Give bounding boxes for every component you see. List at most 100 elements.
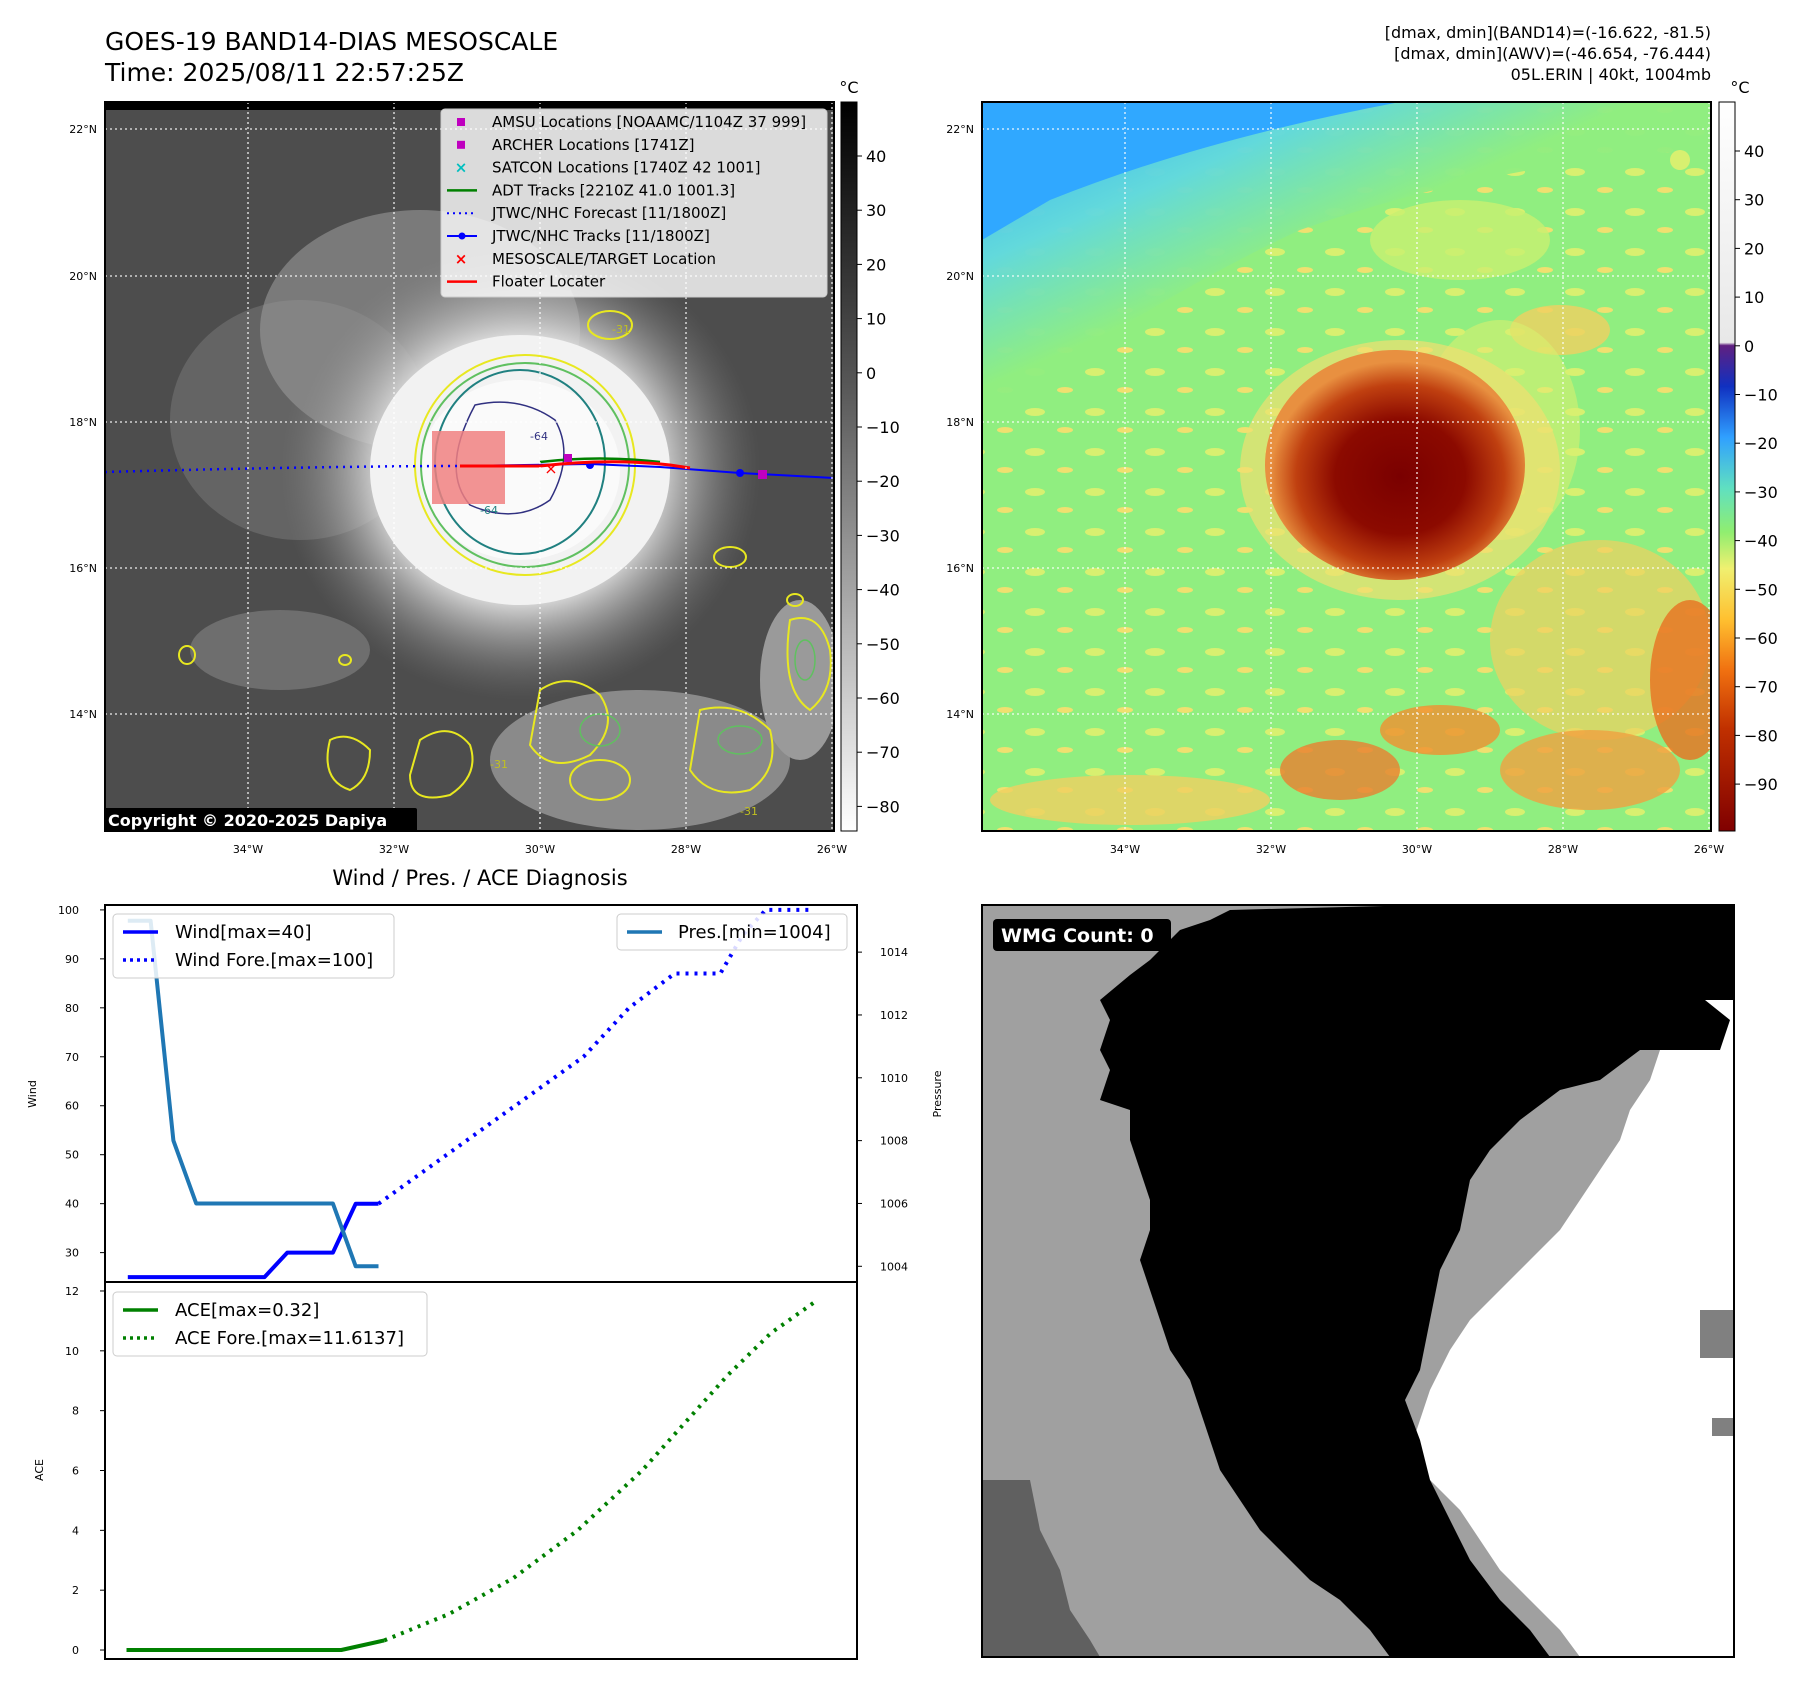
dmax-band14: [dmax, dmin](BAND14)=(-16.622, -81.5) — [1385, 23, 1711, 42]
lat-label: 18°N — [946, 416, 974, 429]
jtwc-forecast-track — [105, 464, 461, 474]
storm-core — [1265, 350, 1525, 580]
lon-label: 34°W — [233, 843, 263, 856]
y-tick-label: 70 — [65, 1051, 79, 1064]
wmg-black-region — [1100, 905, 1734, 1657]
y-tick-label: 6 — [72, 1465, 79, 1478]
colorbar-tick-label: 0 — [866, 364, 876, 383]
map-legend-label: AMSU Locations [NOAAMC/1104Z 37 999] — [492, 113, 806, 131]
legend-marker-square — [457, 118, 465, 126]
lon-label: 26°W — [817, 843, 847, 856]
y-tick-label: 0 — [72, 1644, 79, 1657]
y-tick-label: 4 — [72, 1524, 79, 1537]
colorbar-tick-label: −20 — [1744, 434, 1778, 453]
legend-ace-fore: ACE Fore.[max=11.6137] — [175, 1328, 404, 1349]
wind-pressure-chart: 30 40 50 60 70 80 90 100 1004 1006 1008 1010 1012 101… — [26, 904, 944, 1283]
colorbar-tick-label: −50 — [866, 635, 900, 654]
series-line — [127, 1201, 379, 1280]
colorbar-tick-label: −10 — [1744, 386, 1778, 405]
y-tick-label: 90 — [65, 953, 79, 966]
storm-info: 05L.ERIN | 40kt, 1004mb — [1511, 65, 1711, 84]
lon-label: 32°W — [1256, 843, 1286, 856]
lon-label: 32°W — [379, 843, 409, 856]
map-legend-label: MESOSCALE/TARGET Location — [492, 250, 716, 268]
colorbar-tick-label: 30 — [866, 201, 886, 220]
lat-label: 22°N — [69, 123, 97, 136]
convection-contours — [178, 310, 832, 801]
colorbar-tick-label: −40 — [866, 581, 900, 600]
colorbar-tick-label: −10 — [866, 418, 900, 437]
colorbar-tick-label: −80 — [1744, 726, 1778, 745]
figure-title: GOES-19 BAND14-DIAS MESOSCALE — [105, 27, 558, 56]
colorbar-tick-label: −70 — [866, 743, 900, 762]
enhanced-gridlines — [982, 102, 1711, 831]
colorbar-tick-label: 0 — [1744, 337, 1754, 356]
diagnosis-title: Wind / Pres. / ACE Diagnosis — [332, 866, 627, 890]
lat-label: 16°N — [946, 562, 974, 575]
wmg-label-box — [993, 919, 1171, 951]
y-tick-label: 1008 — [880, 1135, 908, 1148]
series-line — [127, 918, 379, 1269]
wmg-white-region — [1410, 1000, 1734, 1657]
map-legend-entry: JTWC/NHC Forecast [11/1800Z] — [447, 204, 726, 222]
y-tick-label: 60 — [65, 1100, 79, 1113]
amsu-marker — [758, 470, 767, 479]
y-tick-label: 1012 — [880, 1009, 908, 1022]
colorbar-tick-label: −80 — [866, 797, 900, 816]
legend-marker-x: × — [455, 250, 468, 268]
copyright-text: Copyright © 2020-2025 Dapiya — [108, 811, 387, 830]
colorbar-tick-label: 20 — [866, 255, 886, 274]
adt-track — [539, 457, 661, 464]
enhanced-map-panel: 22°N 20°N 18°N 16°N 14°N 34°W 32°W 30°W … — [946, 101, 1724, 856]
enhanced-colorbar: °C 40 30 20 10 0 −10 −20 −30 −40 −50 −60 −70 −80 −90 — [1718, 78, 1778, 832]
y-tick-label: 8 — [72, 1405, 79, 1418]
y-tick-label: 30 — [65, 1247, 79, 1260]
y-tick-label: 12 — [65, 1285, 79, 1298]
y-tick-label: 1010 — [880, 1072, 908, 1085]
lat-label: 22°N — [946, 123, 974, 136]
colorbar-tick-label: 30 — [1744, 191, 1764, 210]
colorbar-tick-label: −90 — [1744, 775, 1778, 794]
map-legend: AMSU Locations [NOAAMC/1104Z 37 999] ARCH… — [440, 108, 828, 298]
y-tick-label: 1006 — [880, 1197, 908, 1210]
colorbar-tick-label: −30 — [866, 526, 900, 545]
lat-label: 14°N — [946, 708, 974, 721]
legend-wind: Wind[max=40] — [175, 922, 312, 943]
wmg-panel: WMG Count: 0 — [981, 904, 1735, 1658]
archer-marker — [564, 454, 572, 462]
colorbar-tick-label: 40 — [866, 147, 886, 166]
lon-label: 30°W — [525, 843, 555, 856]
map-legend-entry: × SATCON Locations [1740Z 42 1001] — [455, 159, 761, 177]
lon-label: 28°W — [1548, 843, 1578, 856]
map-legend-entry: AMSU Locations [NOAAMC/1104Z 37 999] — [457, 113, 806, 131]
colorbar-tick-label: −70 — [1744, 678, 1778, 697]
target-marker: × — [544, 459, 557, 478]
lon-label: 26°W — [1694, 843, 1724, 856]
y-tick-label: 2 — [72, 1584, 79, 1597]
map-legend-label: ARCHER Locations [1741Z] — [492, 136, 695, 154]
y-tick-label: 100 — [58, 904, 79, 917]
colorbar-tick-label: −40 — [1744, 532, 1778, 551]
y-tick-label: 40 — [65, 1198, 79, 1211]
colorbar-unit: °C — [1730, 78, 1749, 97]
y-tick-label: 1014 — [880, 946, 908, 959]
contour-label: -31 — [612, 323, 630, 336]
colorbar-tick-label: −60 — [866, 689, 900, 708]
ace-chart: 0 2 4 6 8 10 12 ACE ACE[max=0.32] ACE Fore.[ma… — [33, 1281, 858, 1660]
colorbar-tick-label: 10 — [866, 310, 886, 329]
y-tick-label: 80 — [65, 1002, 79, 1015]
lat-label: 14°N — [69, 708, 97, 721]
map-legend-entry: Floater Locater — [447, 273, 606, 291]
legend-pres: Pres.[min=1004] — [678, 922, 831, 943]
contour-label: -64 — [530, 430, 548, 443]
map-legend-entry: JTWC/NHC Tracks [11/1800Z] — [447, 227, 710, 245]
lon-label: 30°W — [1402, 843, 1432, 856]
pressure-axis-label: Pressure — [931, 1070, 944, 1117]
map-legend-label: JTWC/NHC Forecast [11/1800Z] — [491, 204, 726, 222]
series-line — [126, 1638, 385, 1652]
wmg-count: WMG Count: 0 — [1001, 925, 1154, 947]
legend-marker-square — [457, 140, 465, 149]
colorbar-tick-label: 20 — [1744, 239, 1764, 258]
map-legend-label: Floater Locater — [492, 273, 606, 291]
